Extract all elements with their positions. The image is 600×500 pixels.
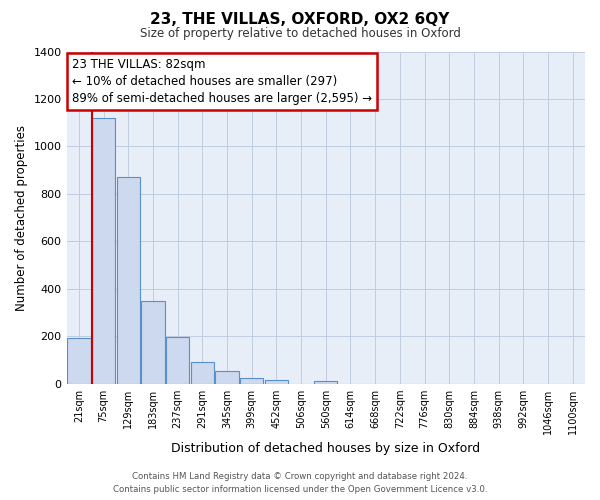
Text: Size of property relative to detached houses in Oxford: Size of property relative to detached ho… [140,28,460,40]
Bar [191,362,214,384]
Bar [92,118,115,384]
Bar [240,378,263,384]
X-axis label: Distribution of detached houses by size in Oxford: Distribution of detached houses by size … [171,442,481,455]
Bar [215,370,239,384]
Text: 23 THE VILLAS: 82sqm
← 10% of detached houses are smaller (297)
89% of semi-deta: 23 THE VILLAS: 82sqm ← 10% of detached h… [72,58,372,105]
Text: Contains HM Land Registry data © Crown copyright and database right 2024.
Contai: Contains HM Land Registry data © Crown c… [113,472,487,494]
Bar [314,380,337,384]
Text: 23, THE VILLAS, OXFORD, OX2 6QY: 23, THE VILLAS, OXFORD, OX2 6QY [151,12,449,28]
Y-axis label: Number of detached properties: Number of detached properties [15,124,28,310]
Bar [141,300,164,384]
Bar [116,177,140,384]
Bar [166,338,190,384]
Bar [67,338,91,384]
Bar [265,380,288,384]
